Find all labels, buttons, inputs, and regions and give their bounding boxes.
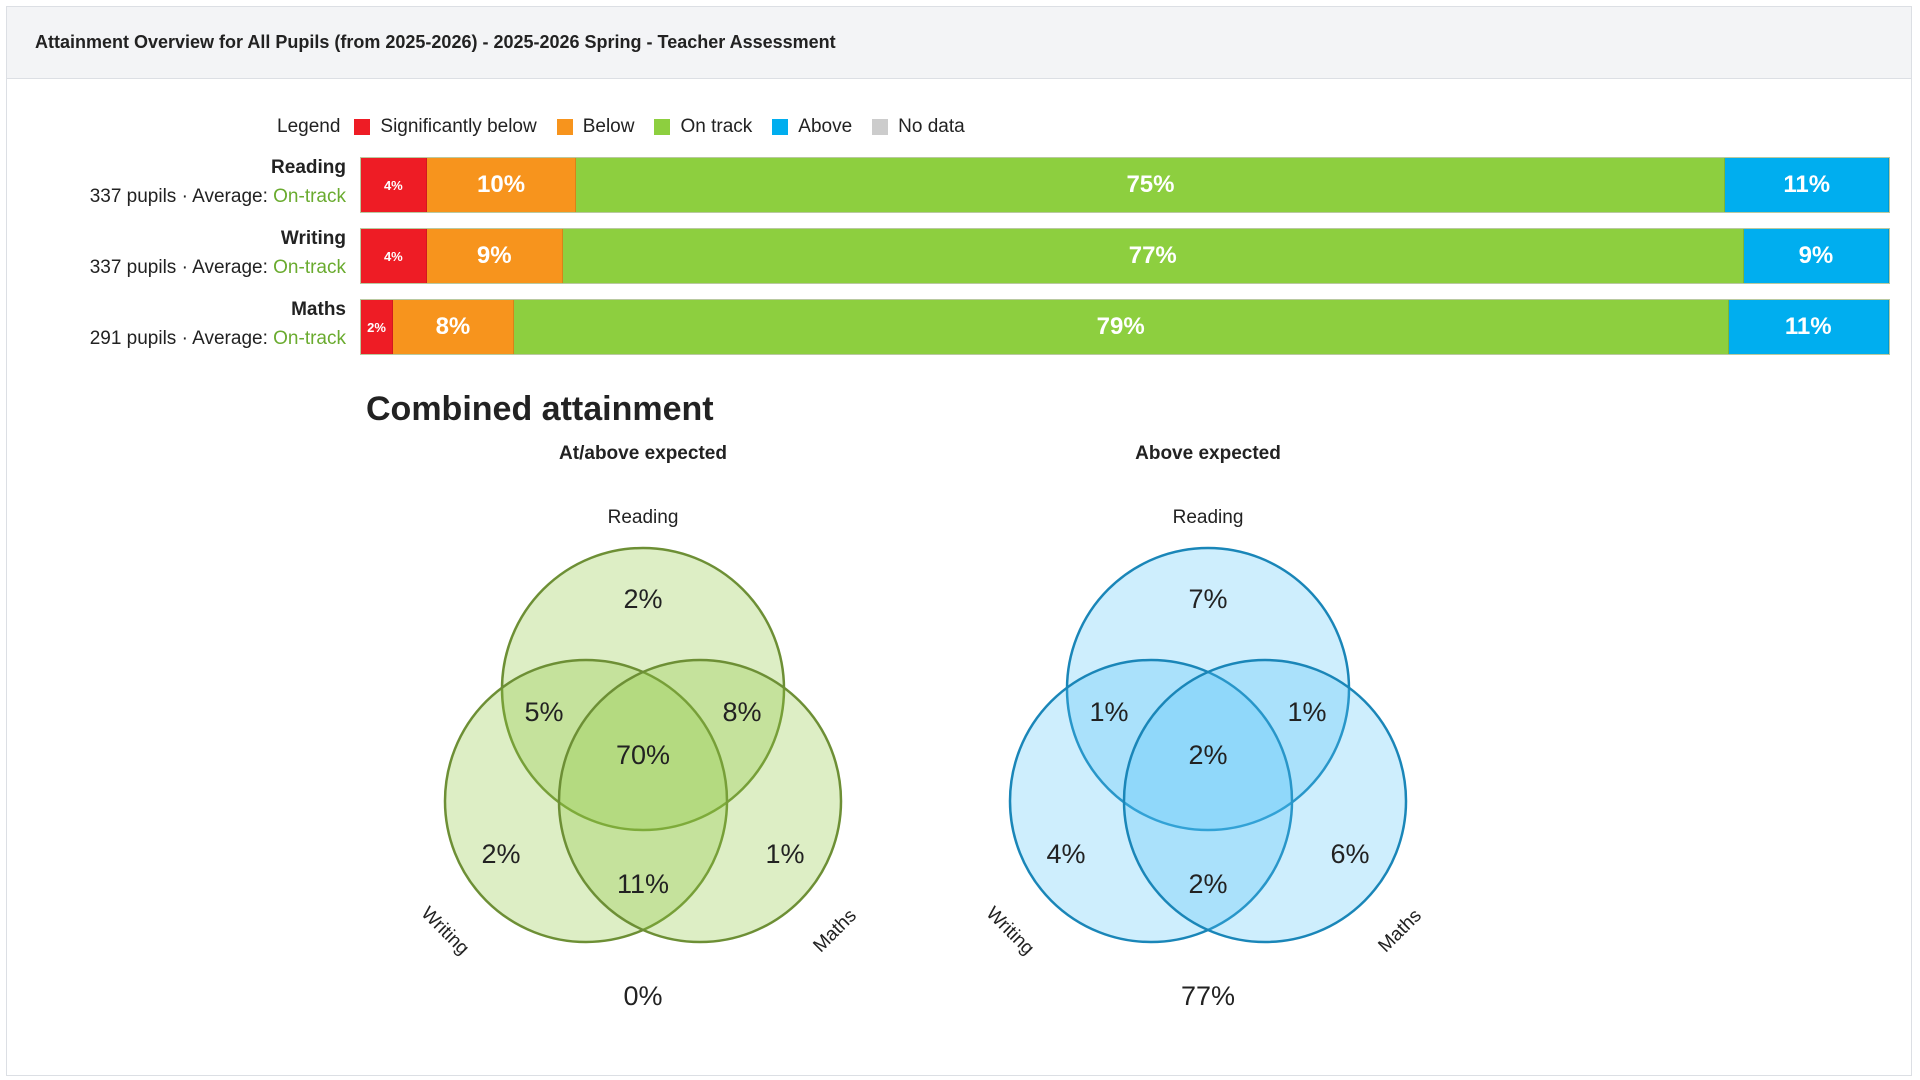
venn-region-reading-writing: 5% [524, 697, 563, 727]
combined-attainment-title: Combined attainment [366, 390, 714, 428]
bar-segment[interactable]: 10% [426, 158, 577, 212]
venn-region-none: 77% [1181, 981, 1235, 1011]
legend-label: On track [680, 116, 753, 137]
bar-segment[interactable]: 79% [513, 300, 1729, 354]
row-label: Reading 337 pupils · Average: On-track [90, 157, 346, 208]
legend-item-significantly-below: Significantly below [354, 116, 537, 138]
venn-region-writing-only: 4% [1046, 839, 1085, 869]
venn-set-label-reading: Reading [608, 507, 679, 528]
legend-item-above: Above [772, 116, 852, 138]
venn-circle-writing[interactable] [1008, 658, 1294, 944]
bar-segment[interactable]: 11% [1725, 158, 1889, 212]
average-value: On-track [273, 186, 346, 207]
row-subject: Writing [280, 228, 346, 249]
row-label: Maths 291 pupils · Average: On-track [90, 299, 346, 350]
stacked-bar: 4% 9% 77% 9% [360, 228, 1890, 284]
bar-segment[interactable]: 11% [1728, 300, 1889, 354]
row-label: Writing 337 pupils · Average: On-track [90, 228, 346, 279]
attainment-row-reading: Reading 337 pupils · Average: On-track 4% 1… [7, 157, 1913, 215]
pupil-count: 291 pupils [89, 328, 177, 349]
venn-region-reading-only: 2% [623, 584, 662, 614]
pupil-count: 337 pupils [89, 186, 177, 207]
row-subject: Maths [291, 299, 346, 320]
row-meta: 291 pupils · Average: On-track [90, 328, 346, 350]
legend-item-on-track: On track [654, 116, 752, 138]
venn-title: At/above expected [559, 443, 727, 464]
legend-label: Significantly below [380, 116, 537, 137]
bar-segment[interactable]: 9% [1743, 229, 1889, 283]
legend-swatch [772, 119, 789, 135]
average-label: · Average: [176, 186, 274, 207]
venn-at-above-expected: At/above expected Reading Writing Maths 2% 5%… [417, 443, 861, 1011]
venn-region-all: 2% [1188, 740, 1227, 770]
average-label: · Average: [176, 257, 274, 278]
row-meta: 337 pupils · Average: On-track [90, 257, 346, 279]
legend-swatch [872, 119, 889, 135]
legend-title: Legend [277, 116, 341, 137]
venn-title: Above expected [1135, 443, 1281, 464]
panel-header: Attainment Overview for All Pupils (from… [7, 7, 1911, 79]
average-label: · Average: [176, 328, 274, 349]
venn-circle-writing[interactable] [443, 658, 729, 944]
bar-segment[interactable]: 8% [393, 300, 514, 354]
legend-label: Above [798, 116, 853, 137]
bar-segment[interactable]: 77% [562, 229, 1744, 283]
attainment-panel: Attainment Overview for All Pupils (from… [6, 6, 1912, 1076]
venn-circle-maths[interactable] [557, 658, 843, 944]
venn-region-maths-only: 6% [1330, 839, 1369, 869]
bar-segment[interactable]: 9% [426, 229, 563, 283]
venn-set-label-writing: Writing [417, 903, 473, 959]
legend-label: Below [582, 116, 635, 137]
venn-diagrams: At/above expected Reading Writing Maths 2% 5%… [417, 443, 1426, 1011]
venn-region-reading-only: 7% [1188, 584, 1227, 614]
bar-segment[interactable]: 75% [576, 158, 1726, 212]
venn-circle-maths[interactable] [1122, 658, 1408, 944]
legend-item-no-data: No data [872, 116, 965, 138]
legend-label: No data [898, 116, 965, 137]
venn-region-reading-maths: 8% [722, 697, 761, 727]
venn-set-label-maths: Maths [809, 905, 860, 956]
average-value: On-track [273, 328, 346, 349]
bar-segment[interactable]: 2% [361, 300, 394, 354]
bar-segment[interactable]: 4% [361, 229, 427, 283]
attainment-row-maths: Maths 291 pupils · Average: On-track 2% 8% 7… [7, 299, 1913, 357]
venn-region-reading-writing: 1% [1089, 697, 1128, 727]
venn-set-label-maths: Maths [1374, 905, 1425, 956]
average-value: On-track [273, 257, 346, 278]
venn-set-label-reading: Reading [1173, 507, 1244, 528]
legend: Legend Significantly below Below On track A… [277, 115, 985, 139]
venn-region-reading-maths: 1% [1287, 697, 1326, 727]
stacked-bar: 2% 8% 79% 11% [360, 299, 1890, 355]
bar-segment[interactable]: 4% [361, 158, 427, 212]
legend-swatch [654, 119, 671, 135]
venn-set-label-writing: Writing [982, 903, 1038, 959]
venn-region-maths-only: 1% [765, 839, 804, 869]
legend-swatch [354, 119, 371, 135]
legend-item-below: Below [556, 116, 635, 138]
panel-title: Attainment Overview for All Pupils (from… [35, 32, 836, 52]
venn-region-writing-only: 2% [481, 839, 520, 869]
legend-swatch [556, 119, 573, 135]
venn-region-writing-maths: 2% [1188, 869, 1227, 899]
venn-region-all: 70% [616, 740, 670, 770]
venn-above-expected: Above expected Reading Writing Maths 7% 1% 1% 2… [982, 443, 1426, 1011]
stacked-bar: 4% 10% 75% 11% [360, 157, 1890, 213]
pupil-count: 337 pupils [89, 257, 177, 278]
venn-region-writing-maths: 11% [617, 869, 669, 899]
venn-region-none: 0% [623, 981, 662, 1011]
row-meta: 337 pupils · Average: On-track [90, 186, 346, 208]
row-subject: Reading [271, 157, 346, 178]
attainment-row-writing: Writing 337 pupils · Average: On-track 4% 9… [7, 228, 1913, 286]
